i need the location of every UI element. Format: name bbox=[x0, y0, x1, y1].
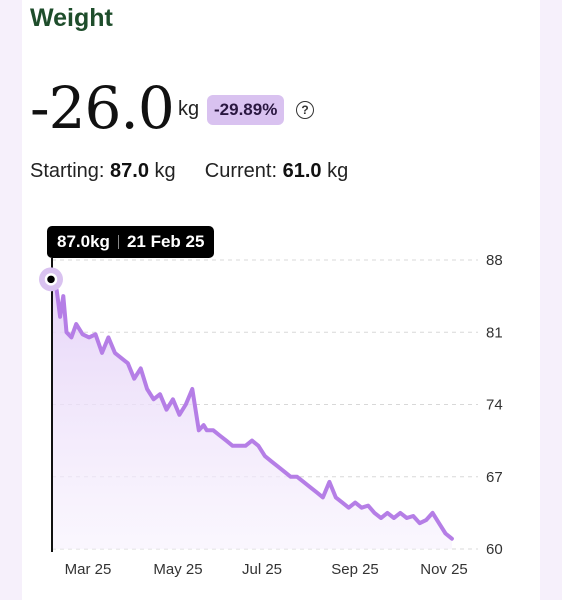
current-unit: kg bbox=[327, 160, 349, 182]
starting-value: 87.0 bbox=[110, 160, 149, 182]
y-tick-label: 88 bbox=[486, 252, 503, 269]
y-tick-label: 67 bbox=[486, 469, 503, 486]
y-tick-label: 60 bbox=[486, 541, 503, 558]
x-tick-label: Nov 25 bbox=[420, 561, 468, 578]
weight-stats: Starting: 87.0 kg Current: 61.0 kg bbox=[30, 160, 348, 183]
x-tick-label: May 25 bbox=[153, 561, 202, 578]
starting-label: Starting: bbox=[30, 160, 105, 182]
tooltip-date: 21 Feb 25 bbox=[126, 232, 205, 251]
x-tick-label: Jul 25 bbox=[242, 561, 282, 578]
weight-line bbox=[50, 268, 454, 541]
x-tick-label: Mar 25 bbox=[65, 561, 112, 578]
weight-area bbox=[52, 270, 452, 549]
y-tick-label: 81 bbox=[486, 324, 503, 341]
page-title: Weight bbox=[30, 4, 113, 32]
current-value: 61.0 bbox=[282, 160, 322, 182]
x-tick-label: Sep 25 bbox=[331, 561, 379, 578]
percent-change-badge: -29.89% bbox=[207, 95, 285, 125]
weight-change-value: -26.0 bbox=[30, 74, 175, 142]
help-icon[interactable]: ? bbox=[296, 101, 314, 119]
chart-tooltip: 87.0kg 21 Feb 25 bbox=[47, 226, 215, 258]
weight-change-unit: kg bbox=[178, 98, 200, 120]
current-label: Current: bbox=[204, 160, 278, 182]
selected-point[interactable] bbox=[44, 273, 58, 286]
starting-unit: kg bbox=[154, 160, 176, 182]
tooltip-value: 87.0kg bbox=[57, 232, 110, 251]
y-tick-label: 74 bbox=[486, 397, 503, 414]
